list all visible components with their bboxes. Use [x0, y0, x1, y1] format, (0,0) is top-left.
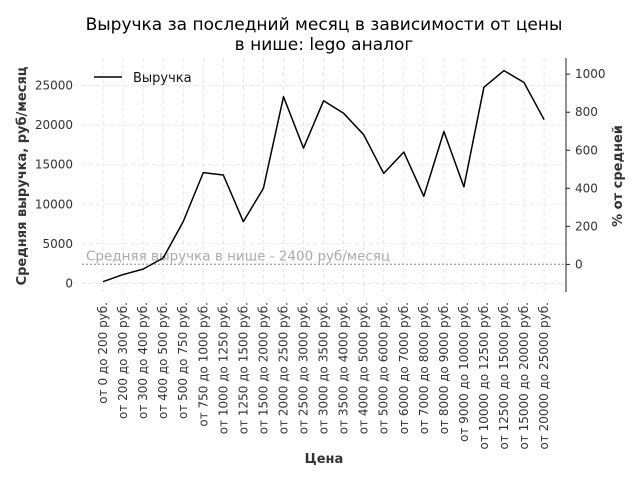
x-tick-label: от 200 до 300 руб.: [116, 302, 130, 419]
x-tick-label: от 4000 до 5000 руб.: [357, 302, 371, 434]
y-tick-label: 5000: [42, 237, 73, 251]
x-tick-label: от 1500 до 2000 руб.: [256, 302, 270, 434]
y-axis-label: Средняя выручка, руб/месяц: [15, 66, 30, 285]
y-axis-ticks: 0 5000 10000 15000 20000 25000: [35, 79, 73, 291]
x-tick-label: от 7000 до 8000 руб.: [417, 302, 431, 434]
legend: Выручка: [94, 71, 192, 86]
grid: [82, 58, 566, 292]
x-axis-label: Цена: [305, 452, 344, 467]
series-line-vyruchka: [102, 69, 545, 283]
average-line-group: Средняя выручка в нише - 2400 руб/месяц: [82, 248, 566, 265]
y2-tick-label: 1000: [575, 67, 606, 81]
y2-tick-label: 600: [575, 143, 598, 157]
x-tick-label: от 20000 до 25000 руб.: [537, 302, 551, 450]
series-layer: [102, 69, 545, 283]
x-tick-label: от 3500 до 4000 руб.: [337, 302, 351, 434]
x-tick-label: от 300 до 400 руб.: [136, 302, 150, 419]
y-tick-label: 25000: [35, 79, 73, 93]
x-tick-label: от 750 до 1000 руб.: [196, 302, 210, 427]
y-tick-label: 10000: [35, 197, 73, 211]
x-tick-label: от 500 до 750 руб.: [176, 302, 190, 419]
y-tick-label: 15000: [35, 158, 73, 172]
y2-tick-label: 800: [575, 105, 598, 119]
x-tick-label: от 2000 до 2500 руб.: [276, 302, 290, 434]
x-tick-label: от 400 до 500 руб.: [156, 302, 170, 419]
y2-tick-label: 400: [575, 181, 598, 195]
legend-label-vyruchka: Выручка: [133, 71, 192, 86]
y-tick-label: 0: [65, 276, 73, 290]
x-tick-label: от 1000 до 1250 руб.: [216, 302, 230, 434]
x-tick-label: от 8000 до 9000 руб.: [437, 302, 451, 434]
y2-axis-ticks: 0 200 400 600 800 1000: [566, 67, 606, 271]
x-tick-label: от 5000 до 6000 руб.: [377, 302, 391, 434]
x-tick-label: от 15000 до 20000 руб.: [517, 302, 531, 450]
x-axis-ticks: от 0 до 200 руб. от 200 до 300 руб. от 300…: [96, 302, 551, 450]
x-tick-label: от 12500 до 15000 руб.: [497, 302, 511, 450]
chart-title-line-1: Выручка за последний месяц в зависимости…: [86, 15, 563, 35]
x-tick-label: от 6000 до 7000 руб.: [397, 302, 411, 434]
x-tick-label: от 10000 до 12500 руб.: [477, 302, 491, 450]
average-line-label: Средняя выручка в нише - 2400 руб/месяц: [86, 248, 390, 264]
y-tick-label: 20000: [35, 118, 73, 132]
y2-tick-label: 0: [575, 257, 583, 271]
x-tick-label: от 1250 до 1500 руб.: [236, 302, 250, 434]
x-tick-label: от 9000 до 10000 руб.: [457, 302, 471, 442]
x-tick-label: от 3000 до 3500 руб.: [317, 302, 331, 434]
x-tick-label: от 0 до 200 руб.: [96, 302, 110, 404]
y2-tick-label: 200: [575, 219, 598, 233]
chart-title-line-2: в нише: lego аналог: [235, 35, 414, 55]
y2-axis-label: % от средней: [611, 125, 626, 227]
x-tick-label: от 2500 до 3000 руб.: [297, 302, 311, 434]
